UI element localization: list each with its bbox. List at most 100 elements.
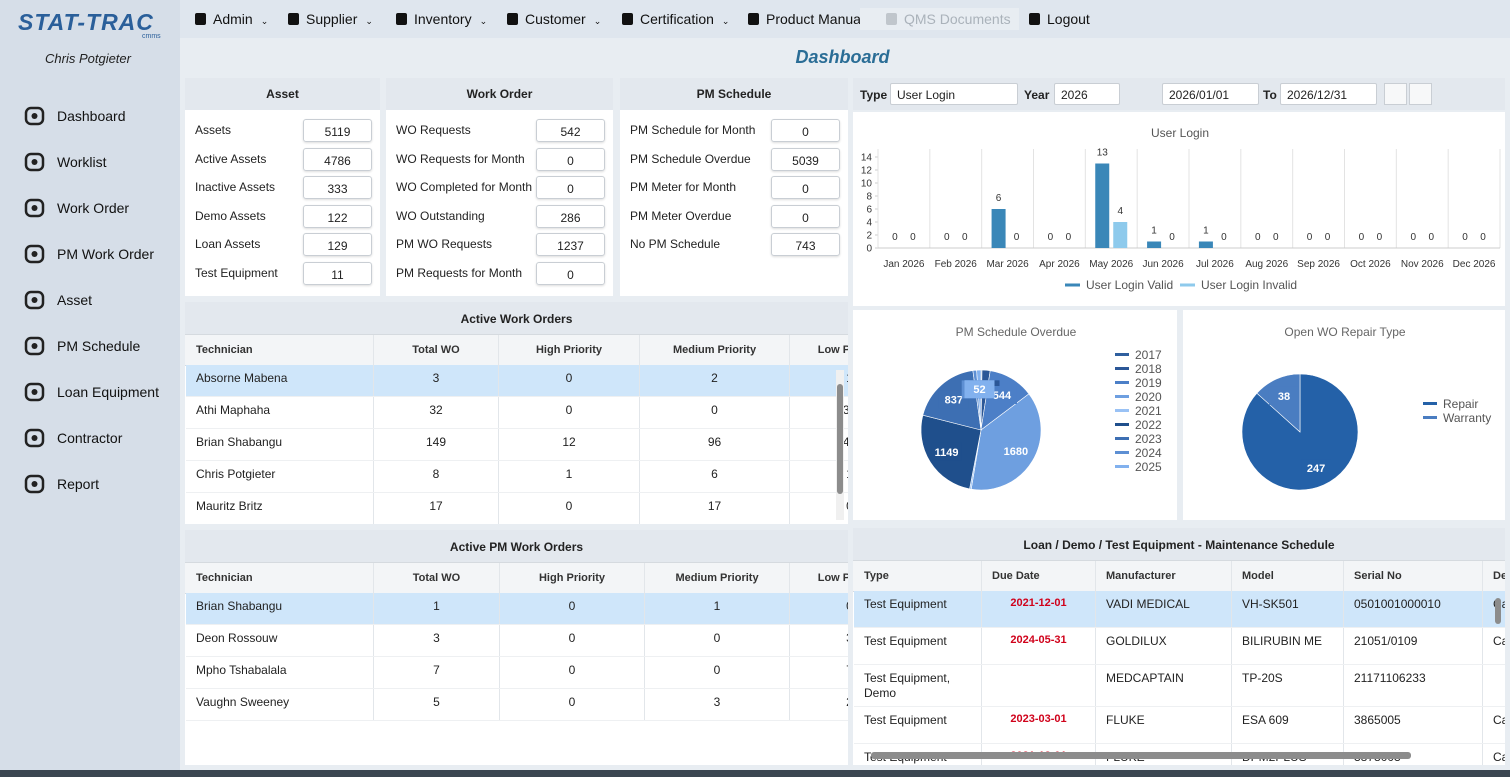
- table-cell: Brian Shabangu: [186, 428, 374, 461]
- value-label: 38: [1278, 391, 1290, 403]
- table-row[interactable]: Test Equipment, Demo MEDCAPTAIN TP-20S 2117…: [854, 664, 1505, 707]
- x-tick-label: Oct 2026: [1350, 259, 1391, 270]
- legend-label: 2018: [1135, 362, 1162, 376]
- icon-dot: [31, 435, 38, 441]
- menu-item[interactable]: Inventory ⌄: [394, 8, 487, 30]
- nav-item[interactable]: PM Work Order: [57, 246, 154, 262]
- label-box: [1301, 459, 1332, 478]
- icon-shape: [24, 152, 45, 172]
- icon-shape: [1029, 13, 1040, 25]
- menu-item[interactable]: Admin ⌄: [193, 8, 268, 30]
- legend-label: 2025: [1135, 460, 1162, 474]
- card-value: 1237: [536, 233, 605, 256]
- column-header: Serial No: [1343, 561, 1483, 591]
- table-row[interactable]: Brian Shabangu1010: [186, 593, 848, 625]
- card-label: Test Equipment: [195, 265, 278, 280]
- card-label: PM Requests for Month: [396, 265, 523, 280]
- menu-item[interactable]: Logout: [1027, 8, 1090, 30]
- nav-item[interactable]: Dashboard: [57, 108, 126, 124]
- legend-label: 2021: [1135, 404, 1162, 418]
- table-cell: Calibration Check: [1482, 627, 1505, 665]
- table-cell: 0: [789, 593, 848, 625]
- column-header: Low Priority: [789, 563, 848, 593]
- nav-item[interactable]: Loan Equipment: [57, 384, 159, 400]
- date-from[interactable]: 2026/01/01: [1162, 83, 1259, 105]
- nav-item[interactable]: PM Schedule: [57, 338, 141, 354]
- table-cell: Calibration Check: [1482, 706, 1505, 744]
- table-panel: Loan / Demo / Test Equipment - Maintenan…: [853, 528, 1505, 765]
- table-row[interactable]: Absorne Mabena3021: [186, 365, 848, 397]
- legend-swatch: [1115, 437, 1129, 440]
- nav-item[interactable]: Report: [57, 476, 100, 492]
- sidebar: STAT-TRAC cmms Chris Potgieter Dashboard…: [0, 0, 180, 770]
- value-label: 0: [1255, 232, 1261, 243]
- card-header: Work Order: [386, 78, 613, 110]
- menu-item[interactable]: Supplier ⌄: [286, 8, 373, 30]
- icon-shape: [24, 428, 45, 448]
- chart-panel: PM Schedule Overdue975441680114983744522…: [853, 310, 1177, 520]
- label-box: [964, 380, 995, 399]
- table-cell: Vaughn Sweeney: [186, 688, 374, 721]
- card-value: 743: [771, 233, 840, 256]
- nav-item[interactable]: Worklist: [57, 154, 107, 170]
- table-row[interactable]: Athi Maphaha320032: [186, 396, 848, 429]
- table-row[interactable]: Brian Shabangu149129641: [186, 428, 848, 461]
- table-cell: GOLDILUX: [1095, 627, 1232, 665]
- table-cell: FLUKE: [1095, 706, 1232, 744]
- table-row[interactable]: Chris Potgieter8161: [186, 460, 848, 493]
- card-label: No PM Schedule: [630, 237, 721, 251]
- value-label: 0: [1014, 232, 1020, 243]
- print-button[interactable]: [1409, 83, 1432, 105]
- table-row[interactable]: Test Equipment 2024-05-31 GOLDILUX BILIRUBI…: [854, 627, 1505, 665]
- icon-dot: [31, 205, 38, 211]
- table-cell: BILIRUBIN ME: [1231, 627, 1344, 665]
- table-cell: Deon Rossouw: [186, 624, 374, 657]
- legend-swatch: [1115, 409, 1129, 412]
- column-header: Model: [1231, 561, 1344, 591]
- filter-label: Type: [860, 88, 888, 102]
- legend-label: Repair: [1443, 397, 1478, 411]
- nav-icon: [24, 336, 45, 356]
- icon-shape: [288, 13, 299, 25]
- menu-caret: ⌄: [260, 16, 269, 26]
- table-cell: Test Equipment: [854, 627, 982, 665]
- chart-title: PM Schedule Overdue: [956, 325, 1077, 339]
- table-cell: VADI MEDICAL: [1095, 591, 1232, 628]
- nav-item[interactable]: Asset: [57, 292, 93, 308]
- table-cell: [1482, 664, 1505, 707]
- table-cell: 17: [639, 492, 790, 524]
- menu-item[interactable]: Certification ⌄: [620, 8, 729, 30]
- table-row[interactable]: Mpho Tshabalala7007: [186, 656, 848, 689]
- x-tick-label: Nov 2026: [1401, 259, 1444, 270]
- card-label: WO Outstanding: [396, 208, 485, 223]
- date-to[interactable]: 2026/12/31: [1280, 83, 1377, 105]
- value-label: 6: [996, 193, 1002, 204]
- summary-card: Asset Assets 5119 Active Assets 4786 Inactive…: [185, 78, 380, 296]
- table-row[interactable]: Deon Rossouw3003: [186, 624, 848, 657]
- nav-item[interactable]: Contractor: [57, 430, 123, 446]
- icon-dot: [31, 343, 38, 349]
- table-row[interactable]: Mauritz Britz170170: [186, 492, 848, 524]
- type-select[interactable]: User Login: [890, 83, 1018, 105]
- value-label: 0: [1273, 232, 1279, 243]
- table-cell: 0: [498, 365, 640, 397]
- nav-item[interactable]: Work Order: [57, 200, 130, 216]
- table-cell: 7: [373, 656, 500, 689]
- table-cell: 2023-03-01: [981, 706, 1096, 744]
- nav-icon: [24, 152, 45, 172]
- table-row[interactable]: Test Equipment 2023-03-01 FLUKE ESA 609 3865…: [854, 706, 1505, 744]
- year-select[interactable]: 2026: [1054, 83, 1120, 105]
- menu-item[interactable]: Product Manuals: [746, 8, 871, 30]
- table-cell: Calibration Check: [1482, 743, 1505, 765]
- nav-icon: [24, 290, 45, 310]
- table-row[interactable]: Test Equipment 2021-12-01 VADI MEDICAL VH-S…: [854, 591, 1505, 628]
- table-row[interactable]: Vaughn Sweeney5032: [186, 688, 848, 721]
- table-cell: 96: [639, 428, 790, 461]
- menu-label: Supplier: [306, 11, 358, 27]
- x-tick-label: Aug 2026: [1245, 259, 1288, 270]
- v-scrollbar: [1495, 598, 1501, 624]
- table-cell: 32: [373, 396, 499, 429]
- search-button[interactable]: [1384, 83, 1407, 105]
- menu-item[interactable]: Customer ⌄: [505, 8, 601, 30]
